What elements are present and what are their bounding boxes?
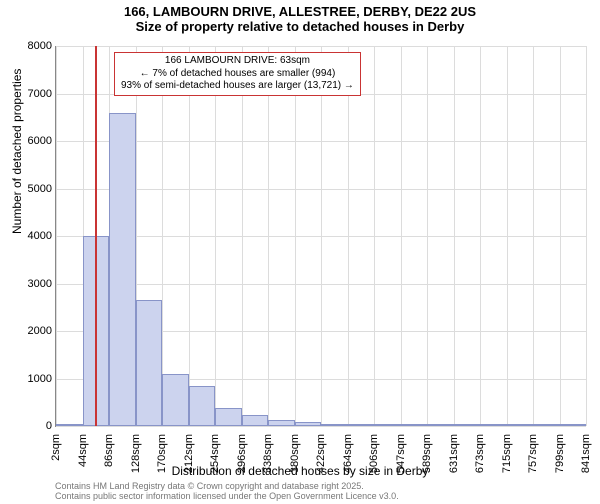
y-tick-label: 7000 bbox=[28, 88, 56, 100]
chart-plot-area: 2sqm44sqm86sqm128sqm170sqm212sqm254sqm29… bbox=[55, 46, 586, 427]
gridline-h bbox=[56, 141, 586, 142]
histogram-bar bbox=[215, 408, 242, 426]
histogram-bar bbox=[295, 422, 322, 426]
annotation-box: 166 LAMBOURN DRIVE: 63sqm← 7% of detache… bbox=[114, 52, 361, 96]
footer-line-2: Contains public sector information licen… bbox=[55, 492, 399, 502]
histogram-bar bbox=[242, 415, 269, 426]
gridline-h bbox=[56, 189, 586, 190]
histogram-bar bbox=[507, 424, 534, 426]
histogram-bar bbox=[136, 300, 163, 426]
x-tick-label: 2sqm bbox=[50, 432, 62, 461]
gridline-h bbox=[56, 46, 586, 47]
gridline-v bbox=[586, 46, 587, 426]
histogram-bar bbox=[321, 424, 348, 426]
histogram-bar bbox=[189, 386, 216, 426]
histogram-bar bbox=[268, 420, 295, 426]
y-tick-label: 0 bbox=[46, 420, 56, 432]
histogram-bar bbox=[454, 424, 481, 426]
gridline-h bbox=[56, 426, 586, 427]
histogram-bar bbox=[480, 424, 507, 426]
y-tick-label: 8000 bbox=[28, 40, 56, 52]
histogram-bar bbox=[533, 424, 560, 426]
annotation-line-3: 93% of semi-detached houses are larger (… bbox=[121, 80, 354, 93]
x-axis-label: Distribution of detached houses by size … bbox=[0, 464, 600, 478]
chart-footer: Contains HM Land Registry data © Crown c… bbox=[55, 482, 399, 502]
y-tick-label: 2000 bbox=[28, 325, 56, 337]
histogram-bar bbox=[162, 374, 189, 426]
annotation-line-2: ← 7% of detached houses are smaller (994… bbox=[121, 68, 354, 81]
y-tick-label: 1000 bbox=[28, 373, 56, 385]
annotation-line-1: 166 LAMBOURN DRIVE: 63sqm bbox=[121, 55, 354, 68]
histogram-bar bbox=[401, 424, 428, 426]
histogram-bar bbox=[348, 424, 375, 426]
gridline-h bbox=[56, 236, 586, 237]
gridline-h bbox=[56, 284, 586, 285]
y-tick-label: 6000 bbox=[28, 135, 56, 147]
histogram-bar bbox=[109, 113, 136, 427]
histogram-bar bbox=[427, 424, 454, 426]
histogram-bar bbox=[56, 424, 83, 426]
y-axis-label: Number of detached properties bbox=[10, 69, 24, 234]
x-tick-label: 86sqm bbox=[103, 432, 115, 467]
histogram-bar bbox=[560, 424, 587, 426]
histogram-bar bbox=[374, 424, 401, 426]
x-tick-label: 44sqm bbox=[77, 432, 89, 467]
y-tick-label: 3000 bbox=[28, 278, 56, 290]
y-tick-label: 4000 bbox=[28, 230, 56, 242]
y-tick-label: 5000 bbox=[28, 183, 56, 195]
chart-title-sub: Size of property relative to detached ho… bbox=[0, 19, 600, 34]
reference-line bbox=[95, 46, 97, 426]
chart-title-main: 166, LAMBOURN DRIVE, ALLESTREE, DERBY, D… bbox=[0, 4, 600, 19]
